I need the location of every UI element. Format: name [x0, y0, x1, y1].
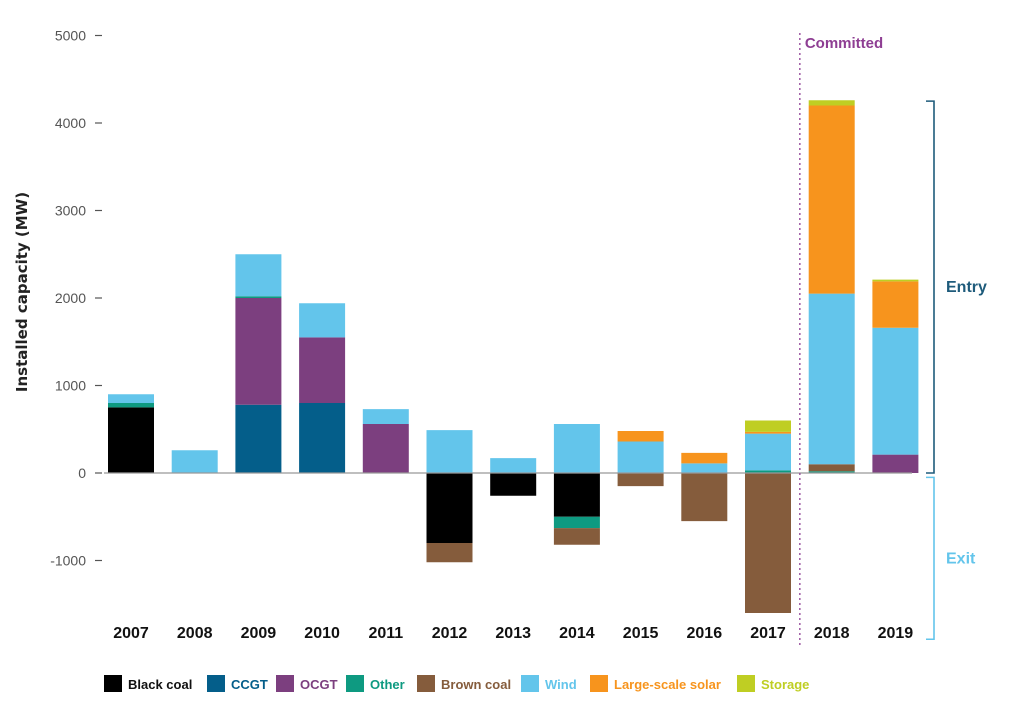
- legend-label: Storage: [761, 677, 809, 692]
- legend-label: OCGT: [300, 677, 338, 692]
- bar-segment: [426, 473, 473, 543]
- bar-segment: [299, 403, 346, 473]
- bar-segment: [426, 543, 473, 563]
- bar-segment: [299, 303, 346, 338]
- y-tick-label: 1000: [55, 378, 86, 394]
- bar-segment: [808, 100, 855, 106]
- bracket-exit: [926, 476, 935, 641]
- bar-segment: [235, 254, 282, 297]
- bar-segment: [553, 516, 600, 529]
- bar-segment: [681, 452, 728, 464]
- x-tick-label: 2009: [241, 625, 277, 642]
- bar-segment: [235, 404, 282, 473]
- x-tick-label: 2008: [177, 625, 213, 642]
- x-tick-label: 2007: [113, 625, 149, 642]
- bar-segment: [872, 281, 919, 328]
- bar-segment: [617, 441, 664, 473]
- legend-label: Black coal: [128, 677, 192, 692]
- bar-segment: [808, 293, 855, 465]
- bar-segment: [553, 473, 600, 517]
- bracket-entry: [926, 100, 935, 474]
- bar-segment: [108, 394, 154, 403]
- bar-segment: [808, 105, 855, 294]
- y-tick-label: 2000: [55, 290, 86, 306]
- bar-segment: [745, 473, 791, 613]
- bar-segment: [426, 430, 473, 473]
- bar-segment: [362, 409, 409, 424]
- bar-segment: [362, 424, 409, 473]
- bar-segment: [617, 473, 664, 487]
- legend-swatch: [521, 675, 539, 692]
- legend-label: Large-scale solar: [614, 677, 721, 692]
- bar-segment: [808, 464, 855, 472]
- bar-segment: [681, 463, 728, 473]
- bar-segment: [745, 433, 791, 471]
- legend-swatch: [737, 675, 755, 692]
- bar-segment: [490, 458, 537, 473]
- bar-segment: [681, 473, 728, 522]
- x-tick-label: 2010: [304, 625, 340, 642]
- bar-segment: [299, 337, 346, 403]
- y-axis-label: Installed capacity (MW): [13, 192, 31, 392]
- legend-swatch: [207, 675, 225, 692]
- bar-segment: [108, 403, 154, 408]
- legend-swatch: [346, 675, 364, 692]
- legend-label: Wind: [545, 677, 577, 692]
- committed-label: Committed: [805, 35, 883, 52]
- x-tick-label: 2014: [559, 625, 595, 642]
- bar-segment: [745, 431, 791, 434]
- bracket-label-exit: Exit: [946, 550, 976, 567]
- x-tick-label: 2016: [687, 625, 723, 642]
- bar-segment: [872, 279, 919, 282]
- bar-segment: [745, 470, 791, 473]
- legend-label: Other: [370, 677, 405, 692]
- bracket-label-entry: Entry: [946, 279, 987, 296]
- x-tick-label: 2017: [750, 625, 786, 642]
- bar-segment: [490, 473, 537, 496]
- y-tick-label: 3000: [55, 203, 86, 219]
- legend-label: Brown coal: [441, 677, 511, 692]
- y-tick-label: 5000: [55, 28, 86, 44]
- x-tick-label: 2013: [495, 625, 531, 642]
- bar-segment: [235, 296, 282, 298]
- legend-swatch: [590, 675, 608, 692]
- legend-label: CCGT: [231, 677, 268, 692]
- x-tick-label: 2018: [814, 625, 850, 642]
- bar-segment: [617, 431, 664, 442]
- bar-segment: [745, 420, 791, 432]
- bar-segment: [872, 454, 919, 473]
- x-tick-label: 2012: [432, 625, 468, 642]
- x-tick-label: 2011: [368, 625, 403, 642]
- bar-segment: [553, 424, 600, 473]
- bar-segment: [171, 450, 218, 473]
- legend-swatch: [417, 675, 435, 692]
- legend-swatch: [276, 675, 294, 692]
- y-tick-label: 4000: [55, 115, 86, 131]
- bar-segment: [553, 528, 600, 545]
- x-tick-label: 2015: [623, 625, 659, 642]
- bar-segment: [808, 471, 855, 473]
- bar-segment: [235, 298, 282, 405]
- bar-segment: [872, 327, 919, 455]
- x-tick-label: 2019: [878, 625, 914, 642]
- legend-swatch: [104, 675, 122, 692]
- y-tick-label: -1000: [50, 553, 86, 569]
- bar-segment: [108, 407, 154, 473]
- y-tick-label: 0: [78, 465, 86, 481]
